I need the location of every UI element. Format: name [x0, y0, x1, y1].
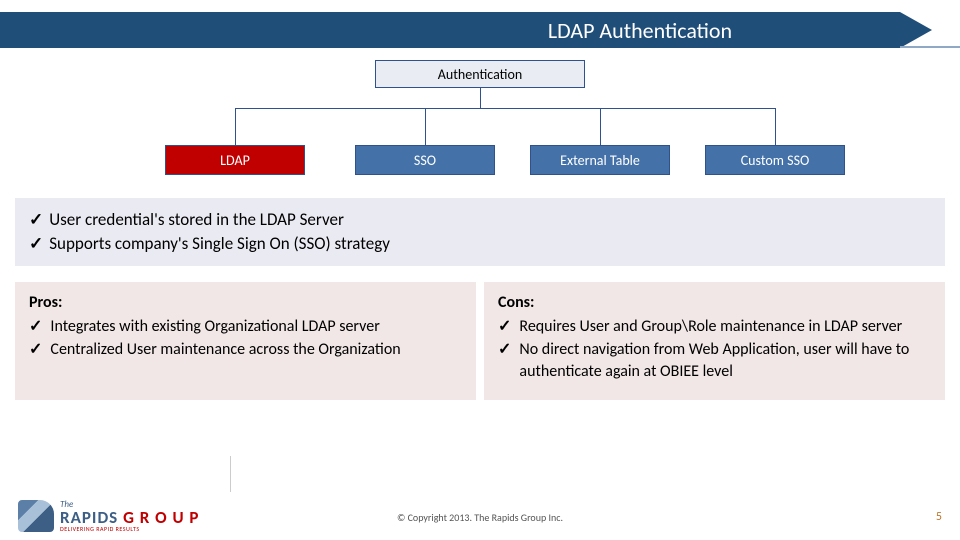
connector	[480, 88, 481, 108]
footer: The RAPIDS G R O U P DELIVERING RAPID RE…	[0, 486, 960, 534]
copyright-text: © Copyright 2013. The Rapids Group Inc.	[0, 511, 960, 524]
connector	[425, 108, 426, 145]
diagram-root-node: Authentication	[375, 60, 585, 88]
features-panel: User credential's stored in the LDAP Ser…	[15, 198, 945, 266]
diagram-node-custom-sso: Custom SSO	[705, 145, 845, 175]
title-bar: LDAP Authentication	[0, 12, 900, 48]
footer-divider	[230, 456, 231, 492]
title-bar-arrow	[900, 12, 932, 48]
diagram-node-external-table: External Table	[530, 145, 670, 175]
pros-item-text: Centralized User maintenance across the …	[50, 339, 400, 361]
pros-panel: Pros: ✓Integrates with existing Organiza…	[15, 282, 476, 400]
diagram-node-sso: SSO	[355, 145, 495, 175]
connector	[775, 108, 776, 145]
connector	[235, 108, 775, 109]
pros-title: Pros:	[29, 292, 462, 314]
connector	[235, 108, 236, 145]
cons-title: Cons:	[498, 292, 931, 314]
pros-item: ✓Centralized User maintenance across the…	[29, 339, 462, 361]
hierarchy-diagram: Authentication LDAP SSO External Table C…	[0, 60, 960, 190]
cons-panel: Cons: ✓Requires User and Group\Role main…	[484, 282, 945, 400]
connector	[600, 108, 601, 145]
diagram-node-ldap: LDAP	[165, 145, 305, 175]
title-bar-underline	[900, 46, 960, 48]
page-title: LDAP Authentication	[548, 17, 732, 44]
pros-item-text: Integrates with existing Organizational …	[50, 316, 379, 338]
pros-cons-row: Pros: ✓Integrates with existing Organiza…	[15, 282, 945, 400]
feature-item: User credential's stored in the LDAP Ser…	[29, 208, 931, 232]
cons-item-text: No direct navigation from Web Applicatio…	[519, 339, 931, 382]
feature-item: Supports company's Single Sign On (SSO) …	[29, 232, 931, 256]
cons-item: ✓No direct navigation from Web Applicati…	[498, 339, 931, 382]
cons-item-text: Requires User and Group\Role maintenance…	[519, 316, 902, 338]
pros-item: ✓Integrates with existing Organizational…	[29, 316, 462, 338]
cons-item: ✓Requires User and Group\Role maintenanc…	[498, 316, 931, 338]
page-number: 5	[936, 510, 942, 524]
